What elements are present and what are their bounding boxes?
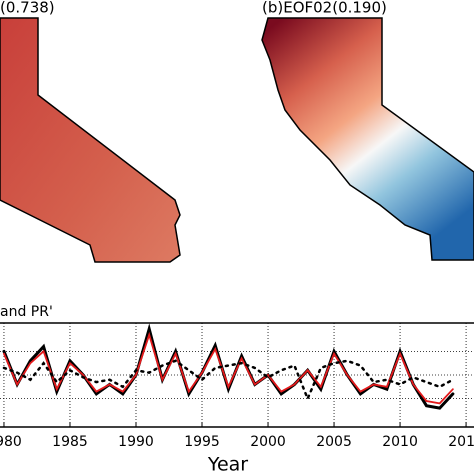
chart-title: and PR' xyxy=(0,304,53,320)
x-tick-label: 2010 xyxy=(382,434,418,450)
plot-frame xyxy=(0,322,474,428)
series-line xyxy=(2,359,455,402)
x-tick-label: 2005 xyxy=(316,434,352,450)
x-tick-label: 2000 xyxy=(250,434,286,450)
map-right xyxy=(261,17,474,261)
x-tick-label: 2015 xyxy=(448,434,474,450)
x-tick-label: 1980 xyxy=(0,434,22,450)
map-left xyxy=(0,17,181,263)
x-tick-label: 1995 xyxy=(184,434,220,450)
x-axis-label: Year xyxy=(207,454,248,474)
map-title: (b)EOF02(0.190) xyxy=(262,0,387,17)
series-line xyxy=(2,323,455,410)
x-tick-label: 1985 xyxy=(52,434,88,450)
series-line xyxy=(3,331,454,405)
map-title: (0.738) xyxy=(0,0,55,17)
x-tick-label: 1990 xyxy=(118,434,154,450)
